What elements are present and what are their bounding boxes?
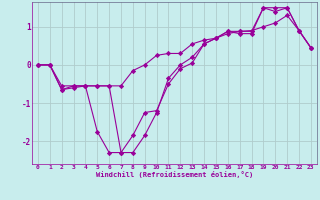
X-axis label: Windchill (Refroidissement éolien,°C): Windchill (Refroidissement éolien,°C)	[96, 171, 253, 178]
